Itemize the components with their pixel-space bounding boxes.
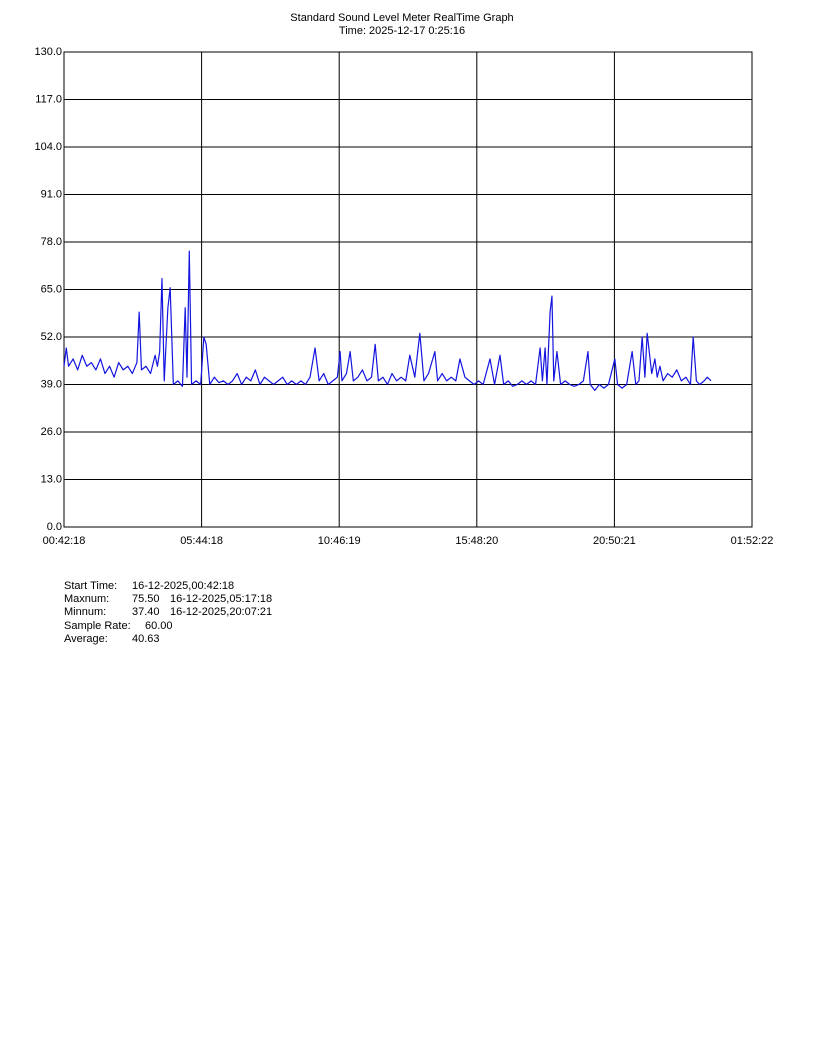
stat-value: 37.40 bbox=[132, 606, 160, 618]
x-tick-label: 01:52:22 bbox=[731, 535, 774, 547]
y-tick-label: 78.0 bbox=[41, 236, 62, 248]
stat-value: 75.50 bbox=[132, 593, 160, 605]
x-tick-label: 15:48:20 bbox=[455, 535, 498, 547]
stat-label: Average: bbox=[64, 633, 108, 645]
y-tick-label: 65.0 bbox=[41, 283, 62, 295]
stat-label: Maxnum: bbox=[64, 593, 109, 605]
stat-value: 40.63 bbox=[132, 633, 160, 645]
x-tick-label: 00:42:18 bbox=[43, 535, 86, 547]
chart-title: Standard Sound Level Meter RealTime Grap… bbox=[290, 12, 513, 24]
stat-time: 16-12-2025,05:17:18 bbox=[170, 593, 272, 605]
stat-value: 60.00 bbox=[145, 620, 173, 632]
stat-value: 16-12-2025,00:42:18 bbox=[132, 580, 234, 592]
x-tick-label: 10:46:19 bbox=[318, 535, 361, 547]
y-tick-label: 91.0 bbox=[41, 188, 62, 200]
stat-time: 16-12-2025,20:07:21 bbox=[170, 606, 272, 618]
stats: Start Time: 16-12-2025,00:42:18 Maxnum: … bbox=[64, 580, 272, 645]
y-tick-label: 117.0 bbox=[35, 93, 62, 105]
y-tick-label: 52.0 bbox=[41, 331, 62, 343]
stat-label: Start Time: bbox=[64, 580, 117, 592]
x-tick-label: 05:44:18 bbox=[180, 535, 223, 547]
y-tick-label: 39.0 bbox=[41, 378, 62, 390]
x-tick-label: 20:50:21 bbox=[593, 535, 636, 547]
data-line bbox=[63, 250, 712, 391]
stat-label: Sample Rate: bbox=[64, 620, 131, 632]
y-tick-label: 26.0 bbox=[41, 426, 62, 438]
chart-subtitle: Time: 2025-12-17 0:25:16 bbox=[339, 25, 465, 37]
y-tick-label: 0.0 bbox=[47, 521, 62, 533]
y-tick-label: 130.0 bbox=[34, 46, 62, 58]
y-tick-label: 13.0 bbox=[41, 473, 62, 485]
y-tick-label: 104.0 bbox=[34, 141, 62, 153]
stat-label: Minnum: bbox=[64, 606, 106, 618]
plot-frame bbox=[63, 51, 753, 528]
